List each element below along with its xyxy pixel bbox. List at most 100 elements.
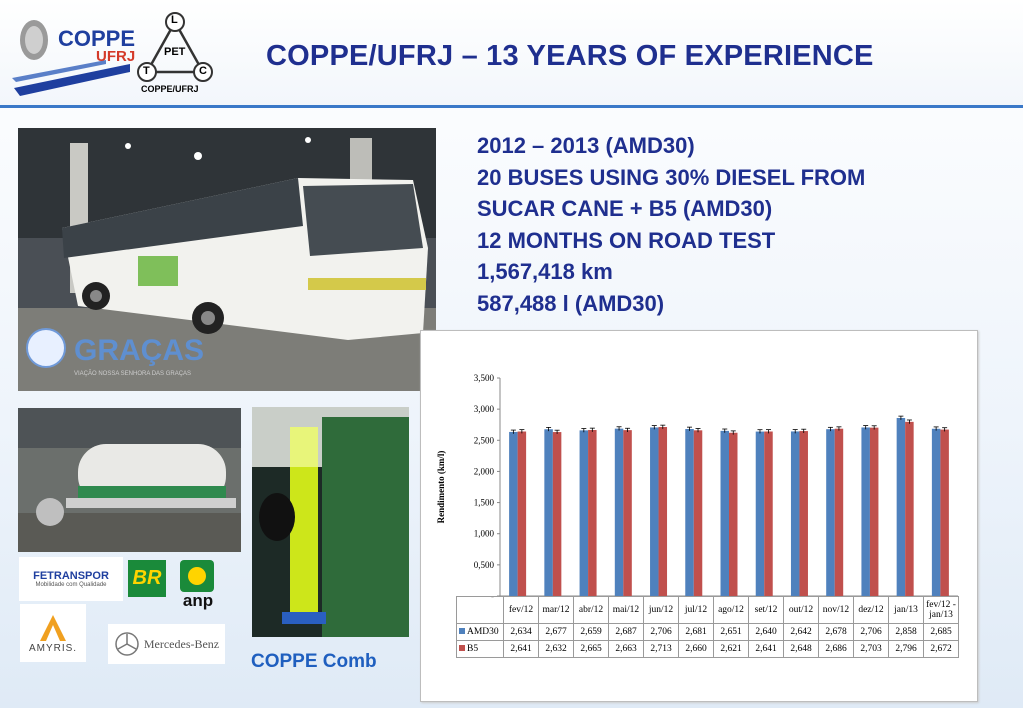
bar-b5: [693, 430, 703, 596]
pet-logo: L T C PET COPPE/UFRJ: [135, 10, 215, 98]
y-tick-label: 3,000: [474, 404, 495, 414]
bar-b5: [729, 432, 738, 596]
bar-amd30: [755, 431, 765, 596]
page-title: COPPE/UFRJ – 13 YEARS OF EXPERIENCE: [266, 40, 874, 72]
coppe-logo-text: COPPE: [58, 26, 136, 51]
y-tick-label: 2,500: [474, 435, 495, 445]
mercedes-benz-logo: Mercedes-Benz: [108, 624, 225, 664]
bar-amd30: [544, 429, 553, 596]
table-cell: 2,703: [853, 640, 889, 658]
table-cell: 2,621: [713, 640, 749, 658]
bar-amd30: [720, 430, 729, 596]
table-cell: 2,663: [608, 640, 644, 658]
bar-b5: [588, 430, 597, 596]
bar-b5: [940, 429, 949, 596]
table-header-row: fev/12 mar/12 abr/12 mai/12 jun/12 jul/1…: [456, 596, 959, 624]
table-header-cell: nov/12: [818, 596, 854, 624]
y-tick-label: 3,500: [474, 373, 495, 383]
photo-caption: COPPE Comb: [251, 651, 377, 672]
y-tick-label: 1,500: [474, 498, 495, 508]
bar-amd30: [509, 431, 518, 596]
pet-logo-caption: COPPE/UFRJ: [141, 84, 199, 94]
table-cell: 2,659: [573, 623, 609, 641]
gracas-logo-text: GRAÇAS: [74, 334, 205, 367]
info-line: 2012 – 2013 (AMD30): [477, 133, 695, 158]
pet-letter-right: C: [199, 65, 207, 77]
table-cell: 2,641: [503, 640, 539, 658]
info-line: 20 BUSES USING 30% DIESEL FROM: [477, 164, 866, 190]
br-logo-text: BR: [132, 567, 162, 589]
series-label-cell: B5: [456, 640, 504, 658]
table-cell: 2,640: [748, 623, 784, 641]
table-header-cell: jun/12: [643, 596, 679, 624]
y-tick-label: 0,500: [474, 560, 495, 570]
amyris-logo: AMYRIS.: [20, 604, 86, 662]
table-cell: 2,634: [503, 623, 539, 641]
table-cell: 2,632: [538, 640, 574, 658]
table-header-cell: fev/12 - jan/13: [923, 596, 959, 624]
table-header-cell: mai/12: [608, 596, 644, 624]
table-cell: 2,678: [818, 623, 854, 641]
bar-b5: [834, 428, 844, 596]
table-cell: 2,706: [853, 623, 889, 641]
table-cell: 2,677: [538, 623, 574, 641]
bar-amd30: [579, 430, 589, 596]
bar-b5: [552, 432, 562, 596]
info-line: 12 MONTHS ON ROAD TEST: [477, 227, 776, 253]
bar-b5: [905, 421, 914, 596]
fuel-sample-photo: [252, 407, 409, 637]
series-name: B5: [467, 644, 479, 654]
info-line: 587,488 l (AMD30): [477, 290, 665, 316]
table-cell: 2,686: [818, 640, 854, 658]
bar-amd30: [685, 429, 694, 596]
bar-b5: [764, 431, 773, 596]
table-cell: 2,706: [643, 623, 679, 641]
pet-letter-center: PET: [164, 46, 186, 58]
bar-b5: [658, 427, 668, 596]
table-header-cell: jan/13: [888, 596, 924, 624]
table-cell: 2,687: [608, 623, 644, 641]
series-label-cell: AMD30: [456, 623, 504, 641]
table-header-cell: mar/12: [538, 596, 574, 624]
info-line: 1,567,418 km: [477, 259, 613, 284]
y-axis-label: Rendimento (km/l): [436, 451, 446, 524]
mercedes-logo-text: Mercedes-Benz: [143, 636, 220, 651]
table-cell: 2,642: [783, 623, 819, 641]
bus-photo: GRAÇAS VIAÇÃO NOSSA SENHORA DAS GRAÇAS: [18, 128, 436, 391]
bar-amd30: [790, 431, 800, 596]
legend-swatch-b5: [459, 645, 465, 651]
bar-b5: [623, 430, 632, 596]
amyris-logo-text: AMYRIS.: [28, 642, 78, 654]
bar-amd30: [861, 427, 870, 596]
amyris-logo-mark: [40, 614, 66, 641]
test-info-block: 2012 – 2013 (AMD30) 20 BUSES USING 30% D…: [477, 130, 865, 319]
series-name: AMD30: [467, 627, 499, 637]
table-header-cell: set/12: [748, 596, 784, 624]
bar-amd30: [650, 427, 659, 596]
table-header-cell: jul/12: [678, 596, 714, 624]
table-header-cell: fev/12: [503, 596, 539, 624]
chart-data-table: fev/12 mar/12 abr/12 mai/12 jun/12 jul/1…: [456, 596, 959, 658]
bar-amd30: [826, 429, 835, 596]
pet-letter-top: L: [171, 14, 178, 26]
table-cell: 2,685: [923, 623, 959, 641]
pet-letter-left: T: [143, 65, 150, 77]
table-header-cell: out/12: [783, 596, 819, 624]
info-line: SUCAR CANE + B5 (AMD30): [477, 196, 773, 221]
bar-amd30: [614, 428, 624, 596]
header-divider: [0, 105, 1023, 108]
pet-triangle-graphic: [137, 12, 213, 82]
table-cell: 2,660: [678, 640, 714, 658]
bar-b5: [517, 431, 527, 596]
coppe-ufrj-logo: COPPE UFRJ: [10, 10, 140, 98]
table-cell: 2,672: [923, 640, 959, 658]
tank-illustration: [18, 408, 241, 552]
y-tick-label: 2,000: [474, 466, 495, 476]
mercedes-star-icon: [115, 632, 139, 656]
bus-illustration: [18, 128, 436, 391]
gracas-logo-mark: [26, 328, 66, 368]
coppe-ufrj-logo-graphic: [12, 20, 130, 96]
table-corner-cell: [456, 596, 504, 624]
fetranspor-logo-subtitle: Mobilidade com Qualidade: [35, 582, 107, 588]
table-cell: 2,651: [713, 623, 749, 641]
